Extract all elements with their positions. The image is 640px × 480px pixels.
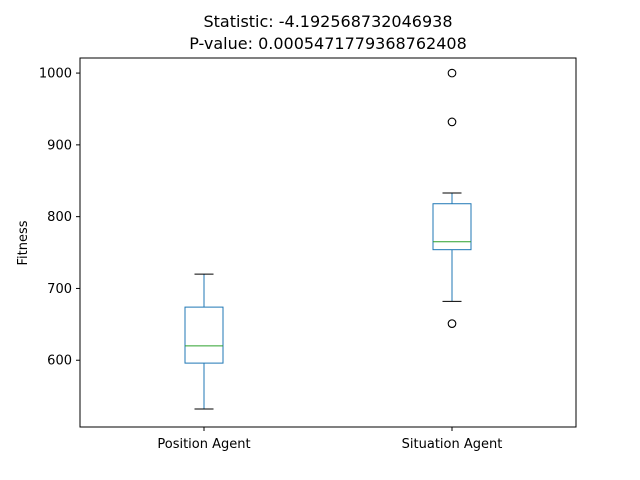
boxplot-series	[184, 68, 472, 410]
box-group	[184, 273, 224, 410]
chart-title-line-1: Statistic: -4.192568732046938	[203, 12, 452, 31]
y-tick-label: 1000	[39, 67, 72, 82]
chart-title-line-2: P-value: 0.0005471779368762408	[189, 34, 467, 53]
outlier-point	[447, 319, 457, 328]
y-tick-label: 700	[47, 282, 72, 297]
plot-area-frame	[79, 57, 577, 428]
y-tick-label: 600	[47, 354, 72, 369]
y-axis-label: Fitness	[16, 220, 31, 265]
x-tick-label: Situation Agent	[402, 437, 503, 452]
outlier-point	[447, 117, 457, 127]
box-iqr	[432, 203, 472, 251]
x-axis: Position Agent Situation Agent	[157, 427, 502, 452]
y-tick-label: 800	[47, 210, 72, 225]
box-group	[432, 68, 472, 328]
y-tick-label: 900	[47, 138, 72, 153]
y-axis: 600 700 800 900 1000	[39, 67, 80, 369]
box-iqr	[184, 306, 224, 364]
x-tick-label: Position Agent	[157, 437, 250, 452]
outlier-point	[447, 68, 457, 78]
